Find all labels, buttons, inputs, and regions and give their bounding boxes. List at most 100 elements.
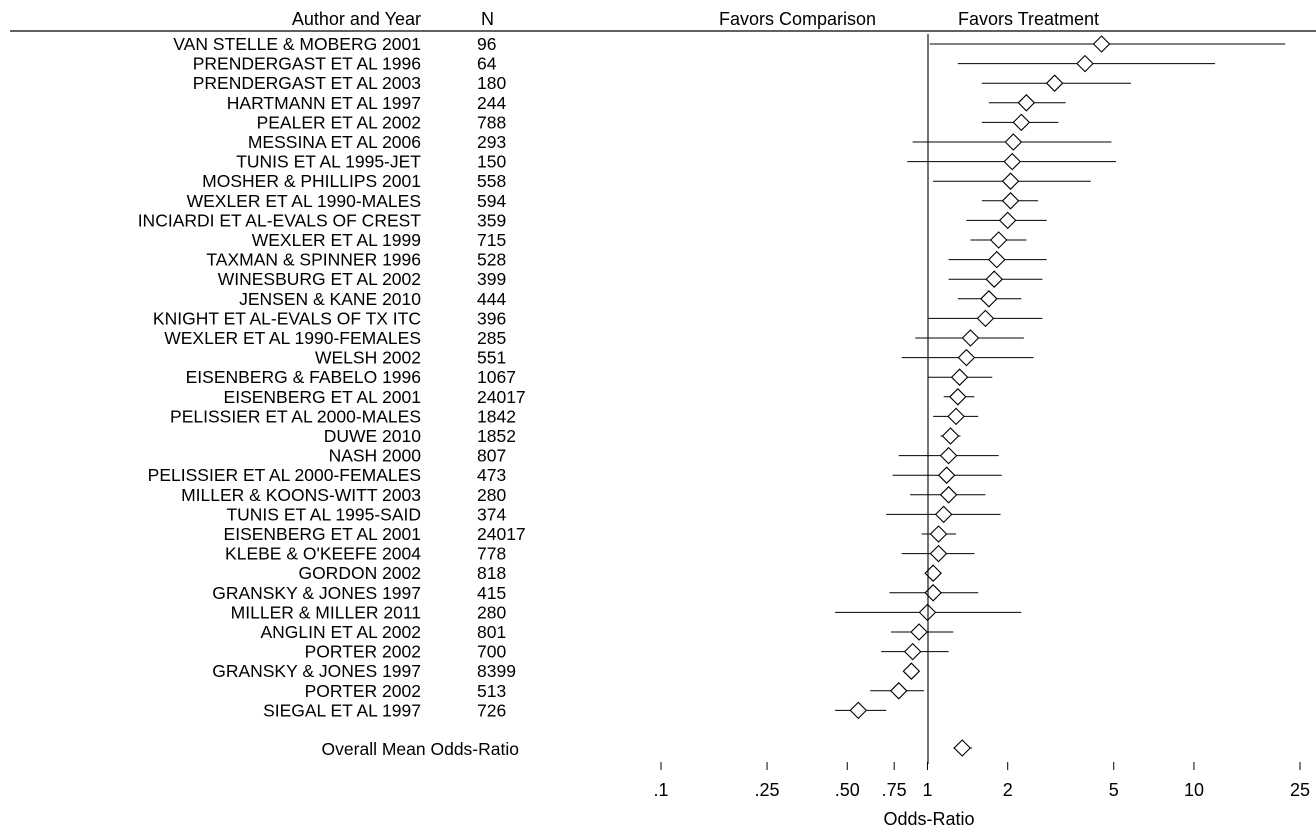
study-label: PELISSIER ET AL 2000-FEMALES bbox=[148, 465, 421, 485]
study-row: GRANSKY & JONES 1997 8399 bbox=[212, 661, 921, 681]
study-n: 801 bbox=[477, 622, 506, 642]
odds-ratio-marker bbox=[1001, 192, 1020, 210]
study-label: PRENDERGAST ET AL 1996 bbox=[193, 54, 421, 74]
study-row: PORTER 2002 513 bbox=[305, 681, 924, 701]
study-label: PRENDERGAST ET AL 2003 bbox=[193, 73, 421, 93]
odds-ratio-marker bbox=[980, 290, 998, 308]
study-row: WEXLER ET AL 1990-MALES 594 bbox=[187, 191, 1039, 211]
x-tick-label: 2 bbox=[1003, 780, 1013, 800]
study-label: VAN STELLE & MOBERG 2001 bbox=[173, 34, 421, 54]
study-label: TUNIS ET AL 1995-SAID bbox=[226, 504, 421, 524]
study-row: PORTER 2002 700 bbox=[305, 642, 949, 662]
study-row: TUNIS ET AL 1995-SAID 374 bbox=[226, 504, 1001, 524]
study-label: PEALER ET AL 2002 bbox=[257, 112, 421, 132]
study-label: MOSHER & PHILLIPS 2001 bbox=[202, 171, 421, 191]
study-n: 807 bbox=[477, 446, 506, 466]
odds-ratio-marker bbox=[961, 329, 980, 347]
study-label: TUNIS ET AL 1995-JET bbox=[236, 152, 421, 172]
study-row: EISENBERG ET AL 2001 24017 bbox=[224, 387, 975, 407]
study-n: 1842 bbox=[477, 406, 516, 426]
study-n: 24017 bbox=[477, 387, 526, 407]
x-tick-label: 1 bbox=[922, 780, 932, 800]
odds-ratio-marker bbox=[939, 446, 958, 465]
study-row: WELSH 2002 551 bbox=[315, 348, 1034, 368]
study-label: WEXLER ET AL 1990-MALES bbox=[187, 191, 421, 211]
x-tick-label: .25 bbox=[755, 780, 780, 800]
study-row: WEXLER ET AL 1999 715 bbox=[252, 230, 1027, 250]
x-tick-label: .1 bbox=[653, 780, 668, 800]
x-tick-label: .75 bbox=[882, 780, 907, 800]
odds-ratio-marker bbox=[957, 348, 976, 367]
x-axis-title: Odds-Ratio bbox=[883, 809, 974, 829]
study-n: 8399 bbox=[477, 661, 516, 681]
study-n: 374 bbox=[477, 504, 506, 524]
odds-ratio-marker bbox=[902, 662, 921, 680]
study-row: HARTMANN ET AL 1997 244 bbox=[227, 93, 1066, 113]
study-n: 715 bbox=[477, 230, 506, 250]
study-row: WEXLER ET AL 1990-FEMALES 285 bbox=[164, 328, 1024, 348]
study-row: DUWE 2010 1852 bbox=[324, 426, 961, 446]
overall-odds-ratio-marker bbox=[953, 739, 971, 757]
study-n: 513 bbox=[477, 681, 506, 701]
study-n: 64 bbox=[477, 54, 497, 74]
study-n: 280 bbox=[477, 485, 506, 505]
study-n: 558 bbox=[477, 171, 506, 191]
odds-ratio-marker bbox=[939, 486, 958, 504]
odds-ratio-marker bbox=[929, 525, 948, 543]
x-tick-label: 5 bbox=[1109, 780, 1119, 800]
favors-treatment-label: Favors Treatment bbox=[958, 9, 1099, 29]
study-label: JENSEN & KANE 2010 bbox=[239, 289, 421, 309]
study-row: EISENBERG ET AL 2001 24017 bbox=[224, 524, 957, 544]
study-row: MILLER & KOONS-WITT 2003 280 bbox=[181, 485, 986, 505]
study-n: 293 bbox=[477, 132, 506, 152]
study-n: 594 bbox=[477, 191, 506, 211]
study-n: 280 bbox=[477, 602, 506, 622]
odds-ratio-marker bbox=[950, 368, 969, 386]
odds-ratio-marker bbox=[903, 642, 922, 661]
odds-ratio-marker bbox=[1012, 113, 1031, 132]
study-label: MESSINA ET AL 2006 bbox=[248, 132, 421, 152]
study-label: WEXLER ET AL 1990-FEMALES bbox=[164, 328, 421, 348]
study-label: EISENBERG ET AL 2001 bbox=[224, 524, 421, 544]
study-n: 788 bbox=[477, 112, 506, 132]
study-label: GRANSKY & JONES 1997 bbox=[212, 661, 421, 681]
study-n: 551 bbox=[477, 348, 506, 368]
study-row: MESSINA ET AL 2006 293 bbox=[248, 132, 1112, 152]
x-axis: .1.25.50.75 1 2 5 10 25 bbox=[653, 34, 1310, 800]
study-row: PELISSIER ET AL 2000-MALES 1842 bbox=[170, 406, 979, 426]
odds-ratio-marker bbox=[910, 623, 928, 641]
study-row: EISENBERG & FABELO 1996 1067 bbox=[186, 367, 993, 387]
odds-ratio-marker bbox=[849, 701, 868, 720]
study-label: GRANSKY & JONES 1997 bbox=[212, 583, 421, 603]
odds-ratio-marker bbox=[947, 407, 965, 426]
study-n: 415 bbox=[477, 583, 506, 603]
study-label: ANGLIN ET AL 2002 bbox=[260, 622, 421, 642]
study-label: DUWE 2010 bbox=[324, 426, 422, 446]
odds-ratio-marker bbox=[941, 427, 960, 445]
study-label: TAXMAN & SPINNER 1996 bbox=[206, 250, 421, 270]
study-n: 700 bbox=[477, 642, 506, 662]
odds-ratio-marker bbox=[998, 211, 1017, 230]
study-row: JENSEN & KANE 2010 444 bbox=[239, 289, 1022, 309]
odds-ratio-marker bbox=[1092, 35, 1111, 53]
study-row: NASH 2000 807 bbox=[329, 446, 999, 466]
odds-ratio-marker bbox=[1017, 94, 1036, 112]
odds-ratio-marker bbox=[934, 505, 953, 524]
study-n: 726 bbox=[477, 700, 506, 720]
odds-ratio-marker bbox=[1045, 74, 1064, 92]
study-n: 24017 bbox=[477, 524, 526, 544]
study-label: SIEGAL ET AL 1997 bbox=[263, 700, 421, 720]
study-row: GRANSKY & JONES 1997 415 bbox=[212, 583, 979, 603]
study-label: EISENBERG ET AL 2001 bbox=[224, 387, 421, 407]
odds-ratio-marker bbox=[949, 388, 967, 406]
study-row: KLEBE & O'KEEFE 2004 778 bbox=[225, 544, 975, 564]
x-tick-label: 10 bbox=[1184, 780, 1204, 800]
odds-ratio-marker bbox=[1004, 133, 1023, 151]
study-n: 396 bbox=[477, 308, 506, 328]
study-label: PORTER 2002 bbox=[305, 642, 421, 662]
study-label: GORDON 2002 bbox=[298, 563, 421, 583]
odds-ratio-marker bbox=[929, 544, 948, 563]
study-row: PRENDERGAST ET AL 2003 180 bbox=[193, 73, 1131, 93]
